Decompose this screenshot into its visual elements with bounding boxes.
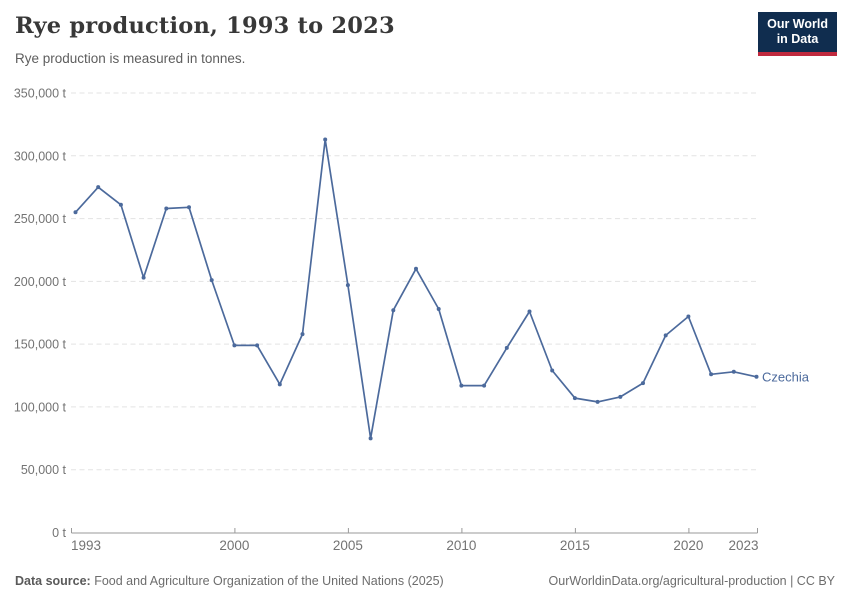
chart-subtitle: Rye production is measured in tonnes. <box>15 51 246 66</box>
y-axis-tick-label: 350,000 t <box>14 87 67 101</box>
data-point[interactable] <box>368 436 373 441</box>
data-point[interactable] <box>731 369 736 374</box>
owid-logo-line2: in Data <box>776 32 819 47</box>
data-point[interactable] <box>232 343 237 348</box>
y-axis-tick-label: 100,000 t <box>14 400 67 414</box>
series-label-czechia[interactable]: Czechia <box>762 369 810 384</box>
data-point[interactable] <box>572 396 577 401</box>
data-point[interactable] <box>414 266 418 271</box>
data-point[interactable] <box>391 308 396 313</box>
data-point[interactable] <box>164 206 169 211</box>
y-axis-tick-label: 50,000 t <box>21 463 67 477</box>
x-axis-tick-label: 2000 <box>219 538 249 553</box>
data-point[interactable] <box>209 278 214 283</box>
data-point[interactable] <box>96 185 101 190</box>
x-axis-tick-label: 2005 <box>333 538 363 553</box>
czechia-line <box>74 138 758 440</box>
y-axis-tick-label: 250,000 t <box>14 212 67 226</box>
data-point[interactable] <box>187 205 191 210</box>
data-point[interactable] <box>255 343 260 348</box>
data-point[interactable] <box>141 275 146 280</box>
data-point[interactable] <box>300 332 305 337</box>
x-axis-tick-label: 2015 <box>560 538 590 553</box>
data-point[interactable] <box>550 368 555 373</box>
data-point[interactable] <box>595 399 600 404</box>
y-axis-tick-label: 200,000 t <box>14 275 67 289</box>
owid-logo-line1: Our World <box>767 17 828 31</box>
y-axis-tick-label: 0 t <box>52 526 66 540</box>
data-point[interactable] <box>618 394 623 399</box>
data-source-label: Data source: <box>15 574 91 588</box>
data-point[interactable] <box>345 283 350 288</box>
data-point[interactable] <box>663 333 668 338</box>
data-point[interactable] <box>73 210 78 215</box>
x-axis-tick-label: 2020 <box>673 538 703 553</box>
chart-title: Rye production, 1993 to 2023 <box>15 13 395 39</box>
data-point[interactable] <box>482 383 487 388</box>
data-point[interactable] <box>641 381 645 386</box>
data-point[interactable] <box>118 202 123 207</box>
owid-logo[interactable]: Our World in Data <box>758 12 837 56</box>
data-point[interactable] <box>686 314 691 319</box>
data-source: Data source: Food and Agriculture Organi… <box>15 574 444 588</box>
x-axis-tick-label: 1993 <box>71 538 101 553</box>
data-point[interactable] <box>527 309 532 314</box>
data-point[interactable] <box>277 382 282 387</box>
y-axis-tick-label: 300,000 t <box>14 149 67 163</box>
data-point[interactable] <box>459 383 464 388</box>
data-source-text: Food and Agriculture Organization of the… <box>90 574 444 588</box>
y-axis-tick-label: 150,000 t <box>14 338 67 352</box>
data-point[interactable] <box>436 306 441 311</box>
chart-footer: Data source: Food and Agriculture Organi… <box>15 574 835 588</box>
x-axis-tick-label: 2010 <box>446 538 476 553</box>
x-axis-tick-label: 2023 <box>728 538 758 553</box>
data-point[interactable] <box>504 345 509 350</box>
footer-credit-link[interactable]: OurWorldinData.org/agricultural-producti… <box>548 574 835 588</box>
data-point[interactable] <box>323 137 328 142</box>
data-point[interactable] <box>709 372 714 377</box>
data-point[interactable] <box>754 374 759 379</box>
